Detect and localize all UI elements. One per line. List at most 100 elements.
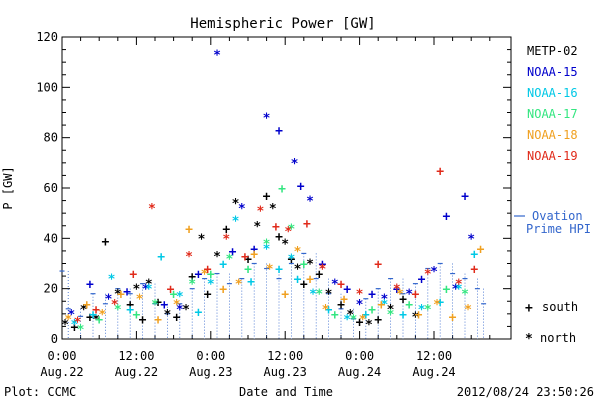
data-point: * — [145, 278, 153, 293]
data-point: * — [163, 308, 171, 323]
data-point: + — [470, 247, 478, 262]
data-point: + — [250, 247, 258, 262]
y-axis-label: P [GW] — [1, 166, 15, 209]
data-point: * — [132, 283, 140, 298]
x-tick-label-date: Aug.22 — [115, 365, 158, 379]
data-point: * — [67, 308, 75, 323]
data-point: + — [86, 278, 94, 293]
data-point: * — [455, 283, 463, 298]
legend-entry: NOAA-17 — [527, 107, 578, 121]
data-point: * — [318, 263, 326, 278]
data-point: * — [176, 290, 184, 305]
data-point: + — [139, 313, 147, 328]
data-point: + — [278, 182, 286, 197]
x-axis: 0:00 Aug.22 12:00 Aug.22 0:00 Aug.23 12:00 Aug.… — [40, 37, 491, 379]
chart-title: Hemispheric Power [GW] — [190, 16, 375, 32]
x-tick-label-time: 0:00 — [48, 349, 77, 363]
data-point: + — [436, 164, 444, 179]
data-point: * — [356, 288, 364, 303]
data-point: * — [294, 263, 302, 278]
data-point: * — [424, 303, 432, 318]
data-point: + — [185, 222, 193, 237]
data-point: + — [241, 250, 249, 265]
data-point: * — [467, 232, 475, 247]
data-point: * — [238, 202, 246, 217]
data-point: * — [424, 268, 432, 283]
data-point: + — [318, 258, 326, 273]
data-point: * — [346, 308, 354, 323]
data-point: * — [105, 293, 113, 308]
data-point: + — [263, 190, 271, 205]
x-tick-label-time: 0:00 — [345, 349, 374, 363]
data-point: + — [374, 258, 382, 273]
data-point: * — [185, 250, 193, 265]
x-tick-label-date: Aug.22 — [40, 365, 83, 379]
north-label: north — [540, 331, 576, 345]
data-point: * — [287, 252, 295, 267]
data-point: + — [405, 298, 413, 313]
data-point: * — [418, 303, 426, 318]
data-point: + — [377, 298, 385, 313]
y-tick-label: 60 — [44, 181, 58, 195]
data-point: * — [176, 303, 184, 318]
data-point: + — [343, 283, 351, 298]
data-point: + — [123, 285, 131, 300]
data-point: * — [253, 220, 261, 235]
data-point: + — [244, 263, 252, 278]
x-tick-label-date: Aug.24 — [412, 365, 455, 379]
data-point: * — [306, 195, 314, 210]
data-point: * — [151, 298, 159, 313]
data-point: + — [362, 308, 370, 323]
data-point: + — [436, 295, 444, 310]
data-point: + — [157, 250, 165, 265]
legend-entry: NOAA-15 — [527, 65, 578, 79]
data-point: * — [331, 278, 339, 293]
data-point: + — [250, 242, 258, 257]
data-point: + — [173, 310, 181, 325]
data-point: + — [374, 313, 382, 328]
data-point: * — [148, 202, 156, 217]
data-point: + — [229, 245, 237, 260]
data-point: * — [70, 318, 78, 333]
data-point: + — [340, 293, 348, 308]
x-tick-label-date: Aug.23 — [264, 365, 307, 379]
footer-timestamp: 2012/08/24 23:50:26 — [457, 385, 594, 399]
data-point: + — [275, 124, 283, 139]
data-point: * — [461, 288, 469, 303]
data-point: + — [154, 295, 162, 310]
data-point: + — [442, 210, 450, 225]
data-point: * — [325, 288, 333, 303]
data-point: + — [399, 293, 407, 308]
data-point: + — [415, 308, 423, 323]
legend-entry: NOAA-16 — [527, 86, 578, 100]
data-point: * — [256, 205, 264, 220]
data-point: + — [294, 273, 302, 288]
data-point: + — [300, 258, 308, 273]
x-axis-label: Date and Time — [239, 385, 333, 399]
data-point: * — [452, 283, 460, 298]
data-point: * — [387, 308, 395, 323]
data-point: * — [396, 288, 404, 303]
x-tick-label-time: 0:00 — [196, 349, 225, 363]
data-point: * — [142, 283, 150, 298]
data-point: * — [213, 250, 221, 265]
data-point: + — [129, 268, 137, 283]
data-point: + — [89, 308, 97, 323]
data-point: + — [297, 179, 305, 194]
data-point: + — [188, 270, 196, 285]
data-point: + — [92, 303, 100, 318]
data-point: + — [86, 310, 94, 325]
data-point: + — [219, 283, 227, 298]
data-point: * — [356, 298, 364, 313]
x-tick-label-date: Aug.23 — [189, 365, 232, 379]
south-label: south — [542, 300, 578, 314]
y-tick-label: 120 — [36, 30, 58, 44]
data-point: + — [207, 268, 215, 283]
data-point: * — [349, 313, 357, 328]
legend: METP-02 NOAA-15 NOAA-16 NOAA-17 NOAA-18 NOAA-… — [527, 44, 578, 163]
y-tick-label: 20 — [44, 282, 58, 296]
data-point: + — [275, 230, 283, 245]
data-point: * — [322, 303, 330, 318]
data-point: * — [188, 278, 196, 293]
data-point: + — [393, 283, 401, 298]
